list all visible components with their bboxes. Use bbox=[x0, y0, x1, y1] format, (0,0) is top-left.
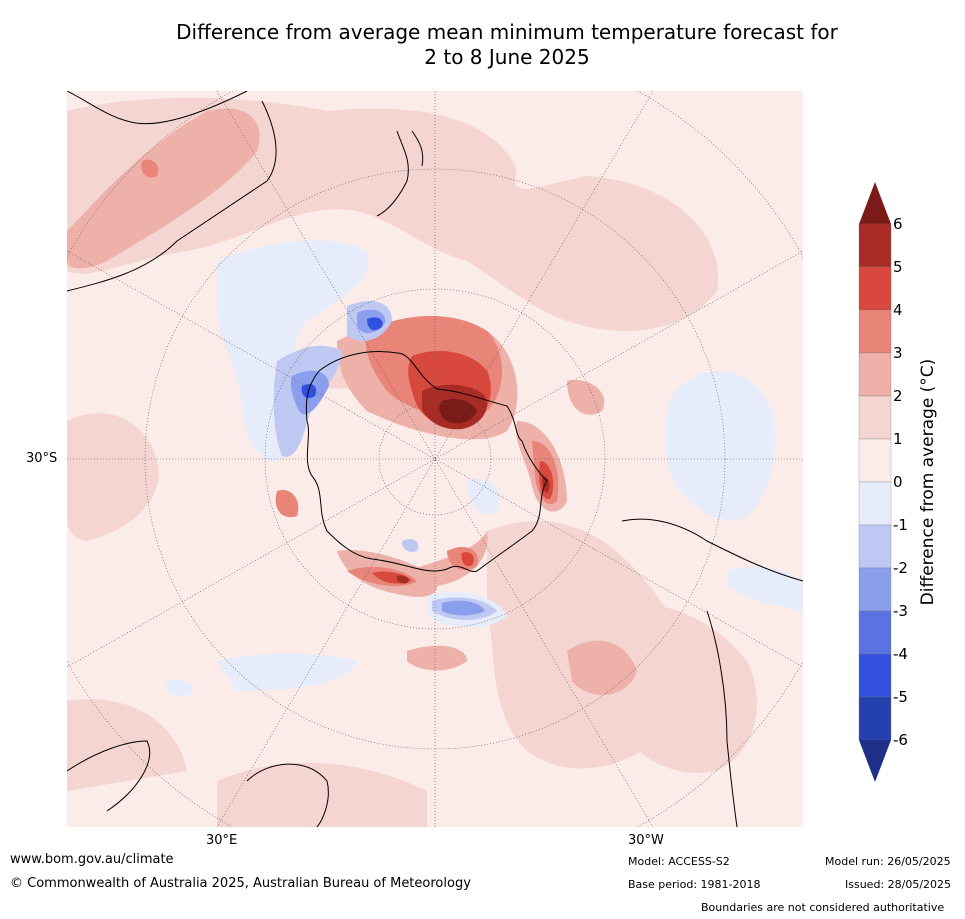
title-line-2: 2 to 8 June 2025 bbox=[424, 45, 590, 69]
boundary-disclaimer: Boundaries are not considered authoritat… bbox=[701, 901, 945, 914]
colorbar-tick-label: 1 bbox=[893, 430, 903, 448]
south-america-west-coast bbox=[706, 610, 738, 827]
colorbar-tick-label: -4 bbox=[893, 645, 908, 663]
footer-url[interactable]: www.bom.gov.au/climate bbox=[10, 852, 174, 867]
colorbar-band bbox=[858, 653, 892, 698]
south-america-tip bbox=[621, 518, 803, 582]
colorbar bbox=[858, 182, 892, 782]
colorbar-tick-label: 2 bbox=[893, 387, 903, 405]
colorbar-tick-label: 4 bbox=[893, 301, 903, 319]
colorbar-band bbox=[858, 352, 892, 397]
new-zealand-south bbox=[376, 130, 409, 217]
new-zealand-north bbox=[411, 130, 424, 167]
antarctica-coastline bbox=[305, 351, 548, 572]
africa-coastline bbox=[67, 91, 248, 125]
map-canvas bbox=[67, 91, 803, 827]
colorbar-band bbox=[858, 610, 892, 655]
graticule bbox=[67, 91, 803, 827]
colorbar-tick-label: -2 bbox=[893, 559, 908, 577]
colorbar-band bbox=[858, 309, 892, 354]
lon-label-30w: 30°W bbox=[628, 833, 664, 848]
issued-date: Issued: 28/05/2025 bbox=[845, 878, 952, 891]
colorbar-tick-label: 3 bbox=[893, 344, 903, 362]
coastlines bbox=[67, 91, 803, 827]
colorbar-band bbox=[858, 223, 892, 268]
colorbar-title: Difference from average (°C) bbox=[918, 358, 938, 606]
colorbar-band bbox=[858, 395, 892, 440]
australia-coastline bbox=[67, 740, 151, 812]
model-run-date: Model run: 26/05/2025 bbox=[825, 855, 951, 868]
colorbar-tick-label: 5 bbox=[893, 258, 903, 276]
colorbar-tick-label: -1 bbox=[893, 516, 908, 534]
footer-copyright: © Commonwealth of Australia 2025, Austra… bbox=[10, 876, 471, 891]
colorbar-band bbox=[858, 438, 892, 483]
colorbar-band bbox=[858, 567, 892, 612]
model-name: Model: ACCESS-S2 bbox=[628, 855, 730, 868]
title-line-1: Difference from average mean minimum tem… bbox=[176, 20, 838, 44]
colorbar-tick-label: -3 bbox=[893, 602, 908, 620]
anomaly-above-6-regions bbox=[439, 399, 477, 424]
colorbar-extend-max bbox=[859, 182, 891, 224]
colorbar-band bbox=[858, 524, 892, 569]
lat-label-30s: 30°S bbox=[26, 451, 58, 466]
anomaly-minus-0-1-regions bbox=[165, 240, 803, 697]
colorbar-band bbox=[858, 266, 892, 311]
colorbar-tick-label: -5 bbox=[893, 688, 908, 706]
africa-south-coast bbox=[67, 100, 277, 292]
forecast-map[interactable] bbox=[67, 91, 803, 827]
colorbar-band bbox=[858, 481, 892, 526]
lon-label-30e: 30°E bbox=[206, 833, 238, 848]
colorbar-band bbox=[858, 696, 892, 741]
colorbar-tick-label: -6 bbox=[893, 731, 908, 749]
base-period: Base period: 1981-2018 bbox=[628, 878, 761, 891]
colorbar-tick-label: 0 bbox=[893, 473, 903, 491]
australia-south-coast bbox=[246, 763, 329, 827]
colorbar-extend-min bbox=[859, 740, 891, 782]
chart-title: Difference from average mean minimum tem… bbox=[67, 20, 947, 70]
colorbar-tick-label: 6 bbox=[893, 215, 903, 233]
